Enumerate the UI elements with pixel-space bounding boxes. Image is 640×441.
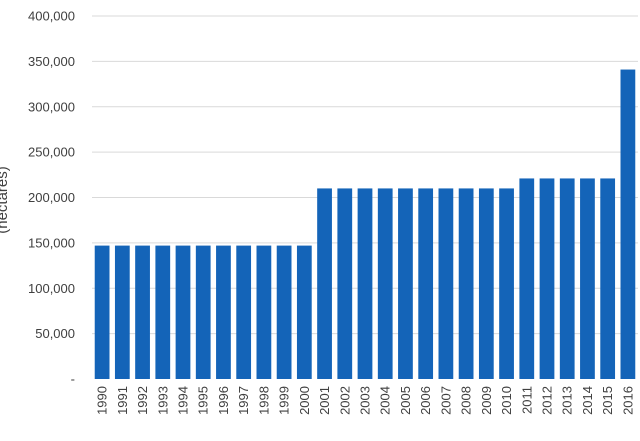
bar-1994 xyxy=(175,245,191,379)
y-tick-label: - xyxy=(71,372,75,387)
y-tick-label: 250,000 xyxy=(28,145,75,160)
y-tick-label: 50,000 xyxy=(35,326,75,341)
x-tick-label: 1993 xyxy=(155,386,170,415)
x-tick-label: 2001 xyxy=(317,386,332,415)
x-tick-label: 1996 xyxy=(216,386,231,415)
bar-1990 xyxy=(94,245,110,379)
bar-2016 xyxy=(620,69,636,379)
x-tick-label: 1997 xyxy=(236,386,251,415)
x-tick-label: 1994 xyxy=(176,386,191,415)
bar-2000 xyxy=(296,245,312,379)
x-tick-label: 2010 xyxy=(499,386,514,415)
bar-2002 xyxy=(337,188,353,379)
x-tick-label: 1998 xyxy=(256,386,271,415)
x-tick-label: 2012 xyxy=(540,386,555,415)
x-tick-label: 1999 xyxy=(277,386,292,415)
y-tick-label: 400,000 xyxy=(28,9,75,24)
bar-1997 xyxy=(236,245,252,379)
bar-2015 xyxy=(600,178,616,379)
x-tick-label: 2000 xyxy=(297,386,312,415)
x-tick-label: 2015 xyxy=(600,386,615,415)
x-tick-label: 2005 xyxy=(398,386,413,415)
bar-2001 xyxy=(317,188,332,379)
bar-1991 xyxy=(114,245,130,379)
x-tick-label: 2006 xyxy=(418,386,433,415)
bar-2013 xyxy=(559,178,575,379)
x-tick-label: 2008 xyxy=(459,386,474,415)
y-tick-label: 300,000 xyxy=(28,99,75,114)
x-tick-label: 1995 xyxy=(196,386,211,415)
x-tick-labels: 1990 1991 1992 1993 1994 1995 1996 1997 1998 1999… xyxy=(95,386,636,415)
bar-1992 xyxy=(135,245,150,379)
y-tick-label: 350,000 xyxy=(28,54,75,69)
y-axis-label: (hectares) xyxy=(0,166,11,234)
bar-2006 xyxy=(418,188,434,379)
x-tick-label: 1990 xyxy=(95,386,110,415)
bar-1996 xyxy=(216,245,231,379)
y-tick-label: 150,000 xyxy=(28,235,75,250)
y-tick-labels: - 50,000 100,000 150,000 200,000 250,000 300,0… xyxy=(28,9,75,387)
bar-1999 xyxy=(276,245,292,379)
bars xyxy=(94,69,636,379)
x-tick-label: 2002 xyxy=(337,386,352,415)
bar-2011 xyxy=(519,178,535,379)
bar-2004 xyxy=(377,188,393,379)
x-tick-label: 2003 xyxy=(358,386,373,415)
bar-2008 xyxy=(458,188,474,379)
bar-2003 xyxy=(357,188,373,379)
y-tick-label: 200,000 xyxy=(28,190,75,205)
bar-2012 xyxy=(539,178,555,379)
x-tick-label: 2011 xyxy=(519,386,534,414)
x-tick-label: 2004 xyxy=(378,386,393,415)
x-tick-label: 2016 xyxy=(620,386,635,415)
x-tick-label: 2009 xyxy=(479,386,494,415)
bar-1998 xyxy=(256,245,272,379)
bar-2007 xyxy=(438,188,454,379)
bar-2010 xyxy=(499,188,514,379)
y-tick-label: 100,000 xyxy=(28,281,75,296)
bar-2005 xyxy=(398,188,413,379)
x-tick-label: 2014 xyxy=(580,386,595,415)
bar-2009 xyxy=(478,188,494,379)
x-tick-label: 2013 xyxy=(560,386,575,415)
x-tick-label: 1992 xyxy=(135,386,150,415)
bar-1995 xyxy=(195,245,211,379)
x-tick-label: 1991 xyxy=(115,386,130,415)
bar-2014 xyxy=(580,178,595,379)
x-tick-label: 2007 xyxy=(438,386,453,415)
bar-1993 xyxy=(155,245,171,379)
